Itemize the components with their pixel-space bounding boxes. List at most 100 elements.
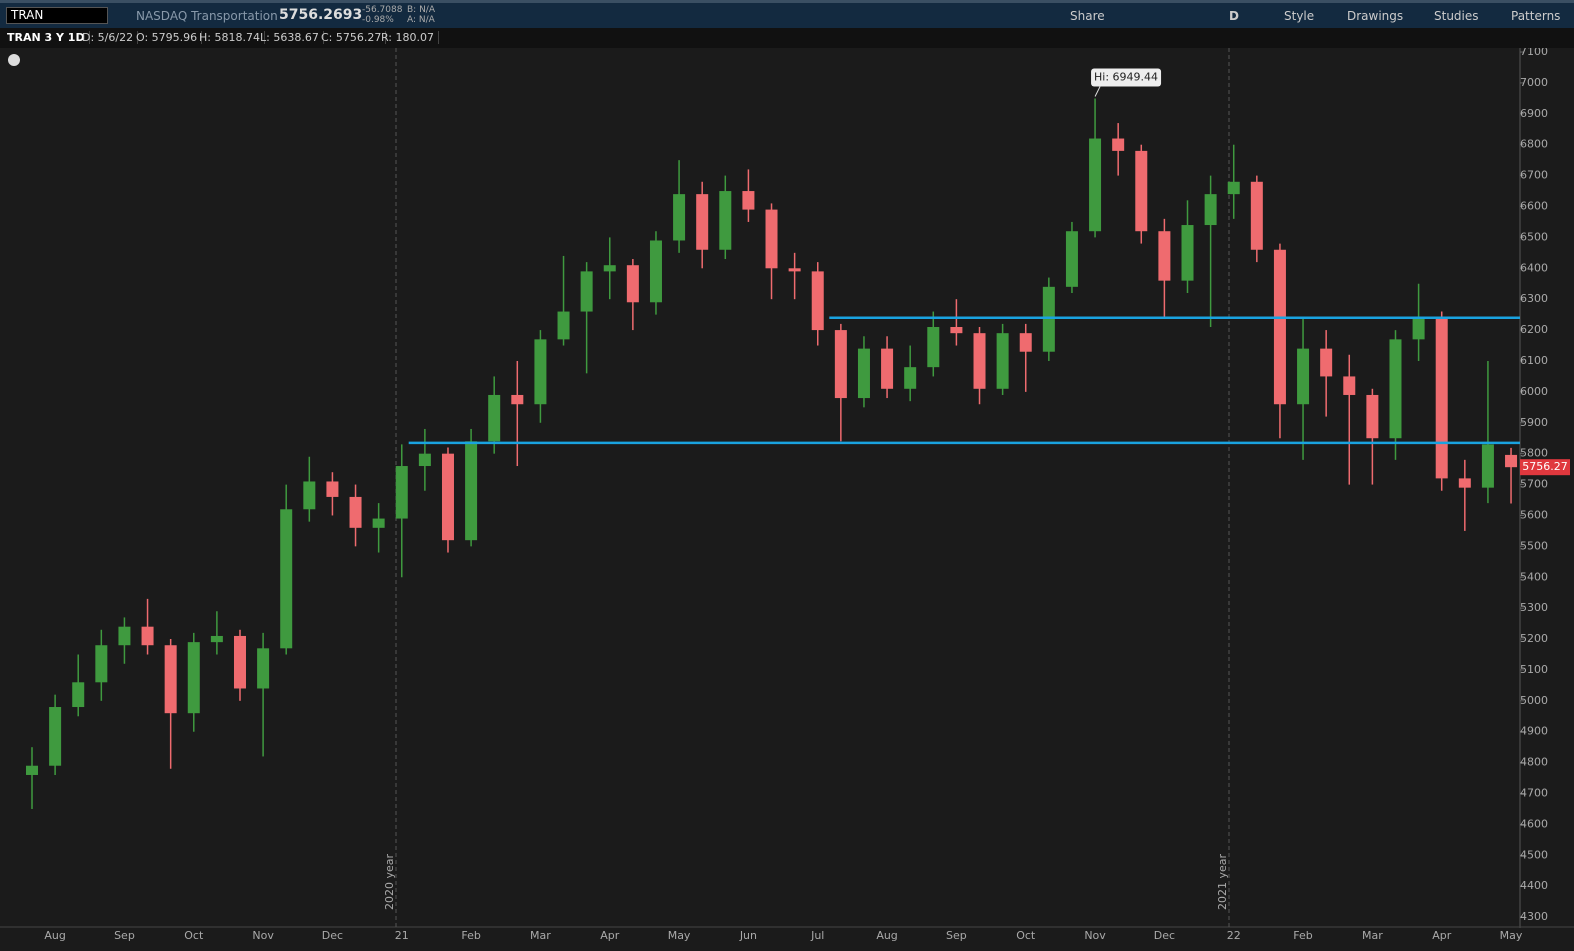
candle-body: [1181, 225, 1194, 281]
y-tick-label: 6300: [1520, 292, 1548, 305]
year-label: 2020 year: [383, 854, 396, 911]
button[interactable]: D: [1229, 9, 1239, 23]
candle-body: [210, 635, 223, 643]
last-price-tag: [1520, 459, 1570, 476]
y-tick-label: 6400: [1520, 261, 1548, 274]
candle-body: [1273, 249, 1286, 405]
candle-body: [1019, 333, 1032, 352]
x-tick-label: Oct: [184, 929, 204, 942]
symbol-box[interactable]: TRAN: [6, 7, 108, 24]
candle-body: [488, 394, 501, 442]
candle-body: [465, 441, 478, 541]
description: NASDAQ Transportation: [136, 9, 278, 23]
x-tick-label: Jun: [739, 929, 757, 942]
candle-body: [511, 394, 524, 405]
candle-body: [26, 765, 38, 775]
y-tick-label: 5500: [1520, 539, 1548, 552]
chart: 4300 4400 4500 4600 4700 4800 4900 5000 5100 5200…: [0, 48, 1574, 951]
candle-body: [626, 265, 639, 303]
candle-body: [996, 333, 1009, 389]
candle-body: [164, 645, 177, 714]
x-tick-label: Jul: [810, 929, 824, 942]
y-tick-label: 6000: [1520, 385, 1548, 398]
y-tick-label: 4900: [1520, 725, 1548, 738]
candle-body: [1297, 348, 1310, 405]
y-tick-label: 4600: [1520, 817, 1548, 830]
info: L: 5638.67: [256, 31, 324, 44]
x-tick-label: Mar: [1362, 929, 1383, 942]
annotation-box: [1091, 68, 1162, 87]
annotation-pointer: [1094, 86, 1101, 97]
x-tick-label: May: [668, 929, 691, 942]
button[interactable]: Style: [1284, 9, 1315, 23]
y-tick-label: 5800: [1520, 447, 1548, 460]
candle-body: [649, 240, 662, 303]
y-tick-label: 5000: [1520, 694, 1548, 707]
candle-body: [1481, 444, 1494, 488]
plot-bg: [0, 48, 1574, 951]
y-tick-label: 5900: [1520, 416, 1548, 429]
info: H: 5818.74: [195, 31, 265, 44]
button[interactable]: Studies: [1434, 9, 1479, 23]
alert-icon[interactable]: [8, 54, 20, 66]
y-tick-label: 4500: [1520, 848, 1548, 861]
candle-body: [742, 191, 755, 210]
candle-body: [372, 518, 385, 528]
y-tick-label: 4400: [1520, 879, 1548, 892]
candle-body: [834, 330, 847, 399]
y-tick-label: 6600: [1520, 199, 1548, 212]
candle-body: [1204, 194, 1217, 226]
candle-body: [1112, 138, 1125, 151]
x-tick-label: Aug: [44, 929, 65, 942]
candle-body: [1320, 348, 1333, 377]
x-tick-label: May: [1500, 929, 1523, 942]
bid: B: N/A: [407, 5, 435, 15]
y-tick-label: 5300: [1520, 601, 1548, 614]
y-tick-label: 4300: [1520, 910, 1548, 923]
candle-body: [950, 326, 963, 334]
x-tick-label: Feb: [1293, 929, 1312, 942]
candle-body: [788, 268, 801, 272]
candle-body: [904, 367, 917, 389]
y-tick-label: 5400: [1520, 570, 1548, 583]
candle-body: [534, 339, 547, 405]
y-tick-label: 6700: [1520, 169, 1548, 182]
candle-body: [141, 626, 154, 646]
candle-body: [257, 648, 270, 689]
info: C: 5756.27: [317, 31, 387, 44]
y-tick-label: 4800: [1520, 756, 1548, 769]
candle-body: [557, 311, 570, 340]
y-tick-label: 7100: [1520, 48, 1548, 58]
x-tick-label: Dec: [322, 929, 343, 942]
candle-body: [1158, 231, 1171, 281]
candle-body: [326, 481, 339, 497]
x-tick-label: Apr: [600, 929, 620, 942]
last-price: 5756.2693: [279, 7, 363, 23]
button[interactable]: Share: [1070, 9, 1105, 23]
info: D: 5/6/22: [78, 31, 139, 44]
candle-body: [1412, 317, 1425, 340]
candle-body: [1065, 231, 1078, 287]
x-tick-label: Feb: [461, 929, 480, 942]
info-bar: TRAN 3 Y 1D D: 5/6/22 O: 5795.96 H: 5818…: [0, 28, 1574, 48]
button[interactable]: Drawings: [1347, 9, 1404, 23]
button[interactable]: Patterns: [1511, 9, 1561, 23]
candle-body: [49, 707, 62, 766]
candle-body: [72, 682, 85, 708]
last-price-label: 5756.27: [1522, 460, 1568, 473]
candle-body: [1089, 138, 1102, 232]
change-pct: -0.98%: [362, 15, 394, 25]
candle-body: [696, 194, 709, 250]
candle-body: [603, 265, 616, 272]
y-tick-label: 5100: [1520, 663, 1548, 676]
candle-body: [303, 481, 316, 510]
candle-body: [719, 191, 732, 250]
candle-body: [1366, 394, 1379, 439]
x-tick-label: 22: [1227, 929, 1241, 942]
candle-body: [1505, 454, 1518, 468]
x-tick-label: Mar: [530, 929, 551, 942]
ask: A: N/A: [407, 15, 435, 25]
change: -56.7088: [362, 5, 403, 15]
x-tick-label: Sep: [114, 929, 135, 942]
